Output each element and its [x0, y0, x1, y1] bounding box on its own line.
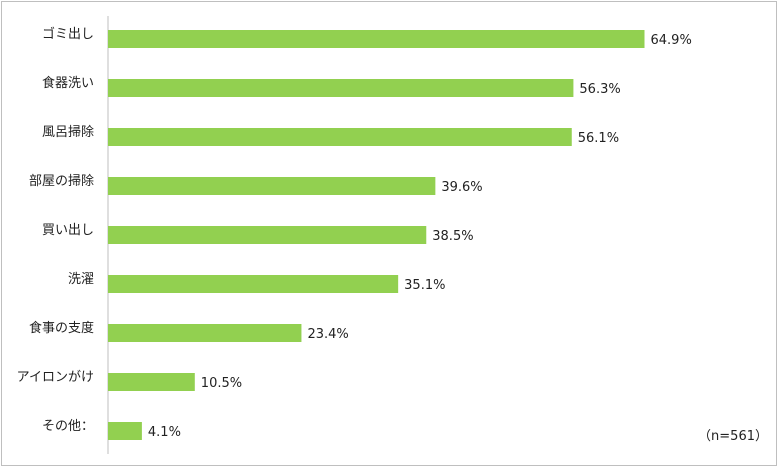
value-label: 64.9%	[651, 33, 692, 48]
bar	[108, 373, 195, 391]
category-label: 食事の支度	[29, 320, 94, 336]
value-label: 38.5%	[432, 229, 473, 244]
category-label: ゴミ出し	[42, 26, 94, 42]
category-label: その他：	[42, 419, 94, 434]
sample-size-note: （n=561）	[698, 429, 768, 444]
value-label: 56.3%	[579, 82, 620, 97]
category-label: 買い出し	[42, 223, 94, 238]
bar	[108, 128, 572, 146]
bar	[108, 79, 574, 97]
bar	[108, 226, 427, 244]
category-label: 部屋の掃除	[29, 173, 94, 189]
value-label: 56.1%	[578, 131, 619, 146]
value-label: 23.4%	[307, 327, 348, 342]
bar	[108, 422, 142, 440]
category-label: 風呂掃除	[42, 124, 94, 140]
value-label: 35.1%	[404, 278, 445, 293]
value-label: 10.5%	[201, 376, 242, 391]
bar	[108, 275, 399, 293]
bar	[108, 324, 302, 342]
value-label: 39.6%	[441, 180, 482, 195]
category-label: 洗濯	[68, 272, 94, 287]
bar	[108, 177, 436, 195]
category-label: 食器洗い	[42, 75, 94, 91]
category-label: アイロンがけ	[17, 370, 94, 385]
bar	[108, 30, 645, 48]
value-label: 4.1%	[148, 425, 181, 440]
